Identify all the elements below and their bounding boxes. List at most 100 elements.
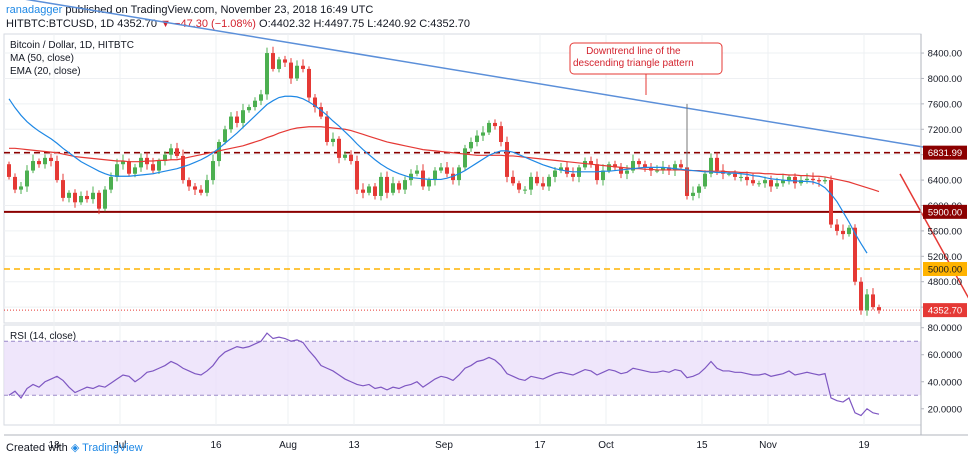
symbol-line: HITBTC:BTCUSD, 1D 4352.70 ▼ −47.30 (−1.0… bbox=[6, 18, 470, 30]
price-tick-label: 6400.00 bbox=[928, 176, 962, 187]
candle-body bbox=[13, 176, 17, 190]
candle-body bbox=[97, 192, 101, 209]
price-label: 5900.00 bbox=[928, 207, 962, 218]
candle-body bbox=[19, 186, 23, 190]
candle-body bbox=[223, 129, 227, 142]
candle-body bbox=[187, 180, 191, 187]
candle-body bbox=[607, 164, 611, 171]
rsi-tick-label: 80.0000 bbox=[928, 323, 962, 334]
candle-body bbox=[127, 161, 131, 174]
candle-body bbox=[115, 164, 119, 177]
candle-body bbox=[811, 178, 815, 181]
candle-body bbox=[37, 161, 41, 165]
chart-legend-title: Bitcoin / Dollar, 1D, HITBTC bbox=[10, 40, 134, 51]
price-tick-label: 5200.00 bbox=[928, 252, 962, 263]
candle-body bbox=[403, 180, 407, 190]
price-tick-label: 7600.00 bbox=[928, 99, 962, 110]
candle-body bbox=[661, 167, 665, 171]
time-tick-label: Sep bbox=[435, 440, 453, 451]
time-tick-label: Jul bbox=[114, 440, 127, 451]
candle-body bbox=[763, 180, 767, 184]
candle-body bbox=[205, 180, 209, 193]
candle-body bbox=[619, 167, 623, 174]
candle-body bbox=[511, 176, 515, 184]
candle-body bbox=[541, 183, 545, 187]
candle-body bbox=[43, 157, 47, 165]
candle-body bbox=[733, 173, 737, 177]
candle-body bbox=[487, 122, 491, 133]
candle-body bbox=[277, 59, 281, 69]
time-tick-label: 17 bbox=[534, 440, 546, 451]
moving-averages bbox=[8, 95, 880, 254]
candle-body bbox=[559, 167, 563, 171]
candle-body bbox=[793, 176, 797, 184]
ma50-line bbox=[9, 126, 880, 193]
candle-body bbox=[139, 157, 143, 168]
candle-body bbox=[439, 167, 443, 171]
annotation-line-2: descending triangle pattern bbox=[573, 58, 694, 69]
candle-body bbox=[853, 227, 857, 282]
candle-body bbox=[229, 116, 233, 130]
candle-body bbox=[751, 180, 755, 184]
rsi-tick-label: 40.0000 bbox=[928, 377, 962, 388]
candle-body bbox=[871, 294, 875, 308]
candle-body bbox=[343, 154, 347, 158]
price-label: 6831.99 bbox=[928, 148, 962, 159]
candle-body bbox=[691, 192, 695, 196]
tradingview-link[interactable]: TradingView bbox=[82, 442, 143, 454]
candle-body bbox=[427, 180, 431, 187]
candle-body bbox=[337, 138, 341, 158]
candle-body bbox=[835, 224, 839, 231]
time-tick-label: Nov bbox=[759, 440, 777, 451]
candle-body bbox=[829, 180, 833, 225]
candle-body bbox=[397, 183, 401, 190]
rsi-pane bbox=[4, 332, 921, 417]
candle-body bbox=[253, 100, 257, 108]
candle-body bbox=[169, 148, 173, 155]
price-change: ▼ −47.30 (−1.08%) bbox=[160, 18, 256, 30]
candle-body bbox=[295, 65, 299, 79]
candle-body bbox=[739, 176, 743, 178]
candle-body bbox=[841, 230, 845, 235]
candle-body bbox=[415, 170, 419, 174]
candle-body bbox=[319, 107, 323, 117]
rsi-tick-label: 60.0000 bbox=[928, 350, 962, 361]
candle-body bbox=[523, 189, 527, 191]
candle-body bbox=[709, 157, 713, 174]
candle-body bbox=[307, 68, 311, 98]
trendline bbox=[25, 0, 940, 151]
rsi-legend: RSI (14, close) bbox=[10, 331, 77, 342]
top-bar: ranadagger published on TradingView.com,… bbox=[0, 0, 968, 34]
publish-line: ranadagger published on TradingView.com,… bbox=[6, 4, 373, 16]
price-label-box bbox=[923, 303, 967, 318]
candle-body bbox=[601, 170, 605, 181]
candle-body bbox=[655, 170, 659, 172]
candle-body bbox=[433, 170, 437, 181]
candle-body bbox=[625, 170, 629, 174]
candle-body bbox=[301, 65, 305, 69]
candle-body bbox=[583, 161, 587, 168]
author-link[interactable]: ranadagger bbox=[6, 4, 63, 16]
candle-body bbox=[529, 176, 533, 190]
candle-body bbox=[463, 148, 467, 168]
candle-body bbox=[313, 97, 317, 108]
candle-body bbox=[445, 167, 449, 174]
candle-body bbox=[805, 178, 809, 181]
rsi-band bbox=[4, 341, 921, 396]
trendlines bbox=[25, 0, 968, 299]
candle-body bbox=[571, 173, 575, 177]
candle-body bbox=[859, 281, 863, 311]
candle-body bbox=[589, 161, 593, 165]
candle-body bbox=[505, 141, 509, 177]
price-label-box bbox=[923, 262, 967, 277]
candle-body bbox=[517, 183, 521, 190]
candle-body bbox=[361, 189, 365, 193]
price-tick-label: 5600.00 bbox=[928, 226, 962, 237]
candle-body bbox=[217, 141, 221, 162]
time-tick-label: 16 bbox=[210, 440, 222, 451]
price-tick-label: 8000.00 bbox=[928, 74, 962, 85]
time-tick-label: 15 bbox=[696, 440, 708, 451]
candle-body bbox=[79, 195, 83, 203]
candle-body bbox=[475, 135, 479, 142]
